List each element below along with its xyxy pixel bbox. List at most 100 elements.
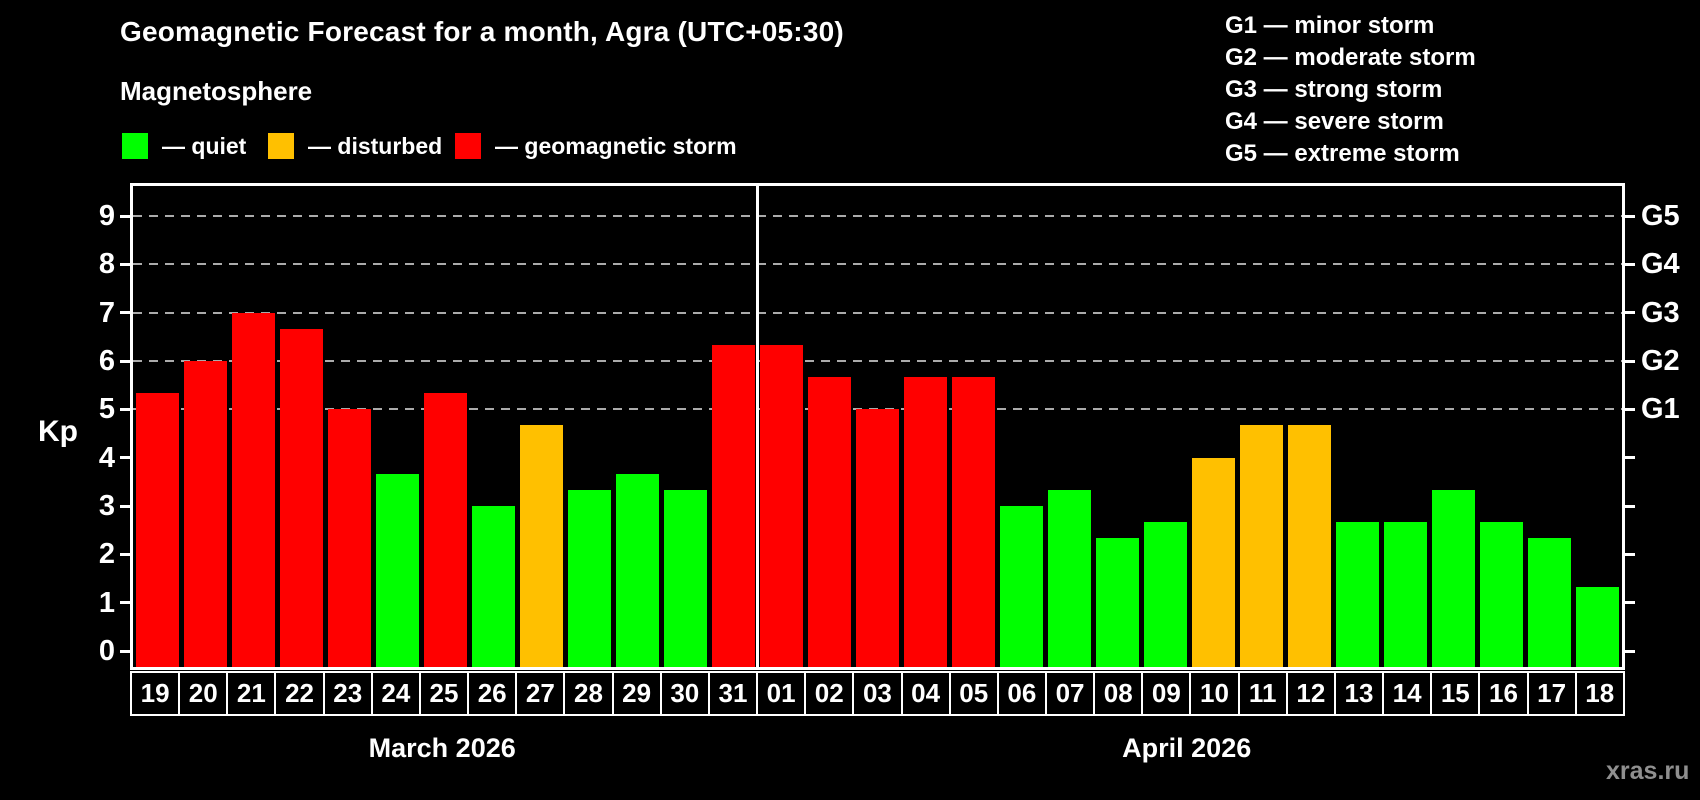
- day-label-23: 23: [322, 671, 373, 716]
- kp-bar-30: [663, 490, 707, 667]
- y-tick-left: [120, 552, 130, 556]
- legend-item-storm: — geomagnetic storm: [455, 132, 737, 160]
- y-tick-left: [120, 214, 130, 218]
- kp-bar-29: [615, 473, 659, 667]
- legend-label: — geomagnetic storm: [495, 132, 737, 159]
- kp-bar-19: [135, 393, 179, 667]
- kp-bar-07: [1048, 490, 1092, 667]
- y-tick-left: [120, 456, 130, 460]
- g-scale-label-g3: G3: [1641, 296, 1680, 329]
- kp-bar-16: [1480, 521, 1524, 667]
- month-labels: March 2026 April 2026: [130, 733, 1625, 765]
- kp-chart: 0 1 2 3 4 5 6 7 8 9 G1 G2 G3 G4 G5: [99, 183, 1680, 670]
- storm-scale-line-g1: G1 — minor storm: [1225, 12, 1435, 39]
- day-label-19: 19: [130, 671, 181, 716]
- day-label-10: 10: [1189, 671, 1240, 716]
- y-tick-right: [1625, 214, 1635, 218]
- y-tick-right: [1625, 601, 1635, 605]
- y-tick-label-7: 7: [98, 296, 115, 329]
- kp-bar-26: [471, 506, 515, 667]
- day-label-05: 05: [948, 671, 999, 716]
- y-tick-label-6: 6: [98, 345, 115, 378]
- kp-bar-31: [711, 345, 755, 667]
- day-label-08: 08: [1093, 671, 1144, 716]
- kp-bar-09: [1144, 521, 1188, 667]
- day-label-01: 01: [756, 671, 807, 716]
- day-label-30: 30: [659, 671, 710, 716]
- y-tick-label-3: 3: [98, 490, 115, 522]
- legend-item-quiet: — quiet: [122, 132, 246, 160]
- kp-bar-15: [1432, 490, 1476, 667]
- y-tick-right: [1625, 456, 1635, 460]
- day-label-06: 06: [996, 671, 1047, 716]
- y-tick-right: [1625, 407, 1635, 411]
- watermark: xras.ru: [1606, 757, 1690, 785]
- kp-bar-25: [423, 393, 467, 667]
- gridline-kp-5: [133, 408, 1622, 411]
- y-tick-label-8: 8: [98, 248, 115, 281]
- y-tick-label-0: 0: [98, 635, 115, 667]
- kp-bar-27: [519, 425, 563, 667]
- y-tick-label-9: 9: [98, 200, 115, 233]
- g-scale-label-g1: G1: [1641, 393, 1680, 426]
- day-label-03: 03: [852, 671, 903, 716]
- gridline-kp-7: [133, 311, 1622, 314]
- day-label-29: 29: [611, 671, 662, 716]
- g-scale-label-g5: G5: [1641, 200, 1680, 233]
- kp-bar-02: [807, 376, 851, 667]
- g-scale-label-g4: G4: [1641, 248, 1680, 281]
- page-title: Geomagnetic Forecast for a month, Agra (…: [120, 16, 844, 47]
- storm-scale-line-g2: G2 — moderate storm: [1225, 44, 1476, 71]
- y-tick-left: [120, 649, 130, 653]
- y-tick-right: [1625, 552, 1635, 556]
- y-tick-label-5: 5: [98, 393, 115, 426]
- kp-bar-17: [1528, 538, 1572, 667]
- day-label-20: 20: [178, 671, 229, 716]
- y-tick-right: [1625, 311, 1635, 315]
- day-label-07: 07: [1044, 671, 1096, 716]
- y-tick-left: [120, 262, 130, 266]
- day-label-22: 22: [274, 671, 325, 716]
- storm-scale-line-g5: G5 — extreme storm: [1225, 140, 1460, 167]
- legend-label: — disturbed: [308, 132, 443, 159]
- kp-bar-12: [1288, 425, 1332, 667]
- day-label-11: 11: [1237, 671, 1288, 716]
- gridline-kp-6: [133, 360, 1622, 363]
- kp-bar-20: [183, 361, 227, 667]
- month-label: April 2026: [1122, 733, 1252, 763]
- day-label-14: 14: [1382, 671, 1433, 716]
- y-tick-right: [1625, 359, 1635, 363]
- day-label-21: 21: [226, 671, 277, 716]
- y-tick-label-1: 1: [98, 586, 115, 619]
- kp-bar-18: [1576, 586, 1620, 667]
- y-tick-left: [120, 504, 130, 508]
- day-label-25: 25: [418, 671, 470, 716]
- kp-bar-28: [567, 490, 611, 667]
- kp-bar-23: [327, 409, 371, 667]
- storm-scale-legend: G1 — minor storm G2 — moderate storm G3 — …: [1225, 10, 1476, 170]
- kp-bar-06: [1000, 506, 1044, 667]
- kp-bar-21: [231, 312, 275, 667]
- g-scale-label-g2: G2: [1641, 345, 1680, 378]
- day-label-02: 02: [804, 671, 855, 716]
- day-label-16: 16: [1478, 671, 1529, 716]
- day-label-26: 26: [467, 671, 518, 716]
- kp-bar-14: [1384, 521, 1428, 667]
- y-tick-right: [1625, 262, 1635, 266]
- gridline-kp-9: [133, 215, 1622, 218]
- y-tick-left: [120, 359, 130, 363]
- gridline-kp-8: [133, 263, 1622, 266]
- month-label: March 2026: [368, 733, 516, 763]
- quiet-swatch-icon: [122, 133, 148, 159]
- day-label-31: 31: [707, 671, 759, 716]
- kp-bar-08: [1096, 538, 1140, 667]
- day-label-15: 15: [1430, 671, 1481, 716]
- day-label-28: 28: [563, 671, 614, 716]
- day-label-17: 17: [1526, 671, 1577, 716]
- plot-frame: [130, 183, 1625, 670]
- kp-bar-13: [1336, 521, 1380, 667]
- storm-swatch-icon: [455, 133, 481, 159]
- storm-scale-line-g4: G4 — severe storm: [1225, 108, 1444, 135]
- month-separator: [755, 186, 759, 667]
- y-tick-right: [1625, 504, 1635, 508]
